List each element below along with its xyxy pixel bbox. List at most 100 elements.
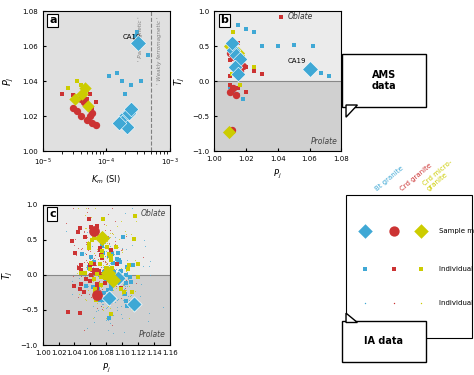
Point (79, 251, 87, 257)
Point (86, 91, 93, 97)
Point (92, 266, 100, 272)
Point (228, 128, 236, 134)
Point (128, 292, 135, 298)
Point (110, 269, 118, 275)
Text: ' Paramagnetic ': ' Paramagnetic ' (138, 16, 143, 61)
Point (226, 89, 234, 95)
FancyBboxPatch shape (342, 321, 426, 362)
Point (96, 261, 104, 267)
Point (107, 283, 115, 289)
Point (77, 246, 85, 252)
Point (101, 280, 109, 286)
Point (69, 282, 77, 288)
Point (105, 275, 113, 281)
Point (120, 329, 128, 335)
Point (91, 319, 98, 325)
Point (87, 272, 94, 278)
Point (233, 52, 240, 58)
Point (118, 275, 125, 281)
Point (110, 296, 118, 302)
Point (69, 105, 77, 111)
Point (71, 96, 79, 102)
Point (91, 250, 98, 256)
Point (78, 292, 85, 298)
Point (107, 261, 115, 267)
Point (97, 270, 104, 276)
Point (123, 280, 130, 286)
Point (90, 267, 97, 273)
Point (128, 82, 135, 88)
Point (100, 290, 108, 296)
Point (100, 258, 107, 264)
Point (104, 252, 112, 258)
Point (68, 278, 75, 284)
Point (108, 266, 115, 272)
Point (109, 205, 116, 211)
Point (100, 237, 108, 243)
Point (74, 294, 82, 300)
Point (100, 268, 108, 274)
Point (105, 73, 113, 79)
Point (80, 228, 88, 234)
Point (95, 279, 102, 285)
Point (229, 84, 237, 90)
Point (101, 258, 109, 264)
Point (242, 64, 250, 70)
Point (82, 225, 89, 231)
Point (114, 280, 122, 286)
Point (82, 225, 90, 231)
Point (106, 230, 114, 236)
Point (96, 287, 103, 293)
Point (109, 312, 117, 318)
Point (239, 63, 246, 69)
Point (258, 71, 265, 77)
Point (111, 251, 118, 257)
Point (87, 254, 94, 260)
Point (229, 89, 237, 95)
Point (102, 305, 110, 311)
Point (81, 283, 88, 289)
Point (89, 237, 96, 243)
Point (128, 279, 135, 285)
Point (114, 267, 121, 273)
Point (73, 262, 81, 268)
Point (99, 272, 106, 278)
Point (108, 322, 116, 328)
Point (99, 273, 107, 279)
Point (146, 263, 153, 269)
Point (126, 264, 133, 270)
Point (102, 278, 109, 284)
Point (94, 248, 102, 254)
Point (75, 267, 82, 273)
Point (112, 283, 119, 289)
Point (126, 110, 133, 116)
Point (114, 250, 122, 256)
Point (94, 256, 101, 262)
Point (88, 105, 96, 111)
Point (100, 266, 107, 272)
Point (98, 299, 105, 305)
Point (107, 276, 115, 282)
Point (98, 275, 105, 281)
Point (101, 227, 109, 233)
Point (118, 247, 126, 253)
Point (77, 262, 84, 268)
Point (85, 265, 93, 271)
Point (96, 297, 104, 303)
Point (128, 106, 135, 112)
Point (390, 266, 398, 272)
Point (102, 261, 110, 267)
Point (239, 96, 246, 102)
Bar (43, 275, 170, 345)
Point (121, 286, 128, 292)
Point (128, 242, 136, 248)
Point (106, 240, 113, 246)
Point (82, 239, 90, 245)
Point (107, 295, 115, 301)
Point (106, 320, 114, 326)
Point (132, 279, 140, 285)
Point (108, 292, 115, 298)
Point (137, 78, 145, 84)
Point (113, 256, 121, 262)
Point (226, 43, 234, 49)
